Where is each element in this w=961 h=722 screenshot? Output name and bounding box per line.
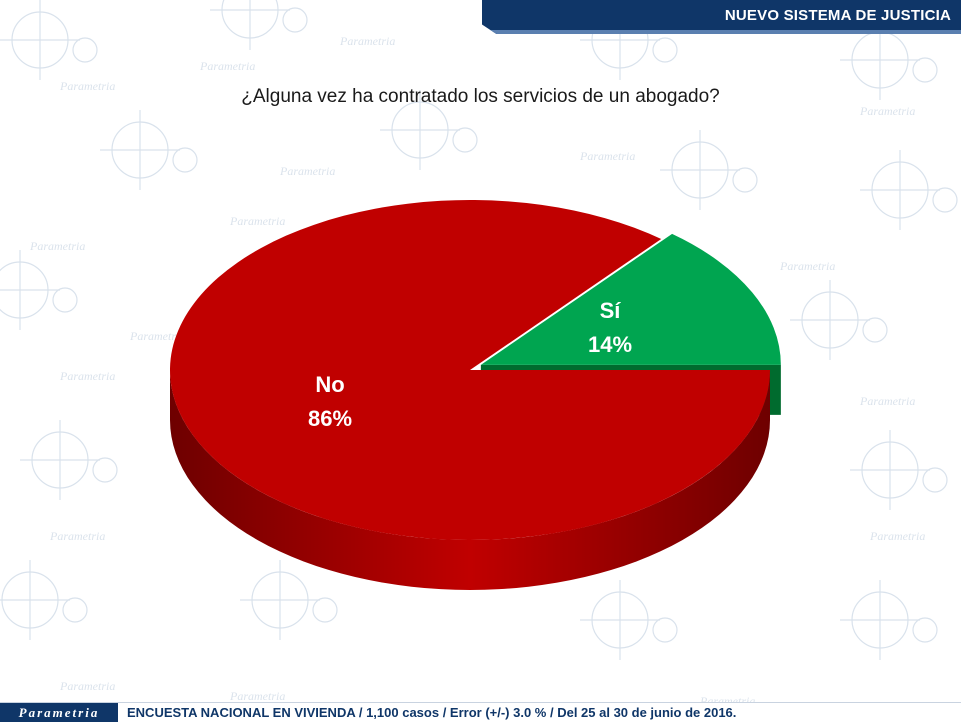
question-title: ¿Alguna vez ha contratado los servicios …	[241, 86, 720, 107]
slice-label: No	[315, 372, 344, 397]
svg-text:Parametria: Parametria	[59, 679, 115, 693]
slice-value-label: 14%	[588, 332, 632, 357]
slice-value-label: 86%	[308, 406, 352, 431]
svg-text:Parametria: Parametria	[579, 149, 635, 163]
svg-text:Parametria: Parametria	[199, 59, 255, 73]
svg-text:Parametria: Parametria	[49, 529, 105, 543]
svg-text:Parametria: Parametria	[59, 369, 115, 383]
slice-label: Sí	[600, 298, 622, 323]
parametria-logo: Parametria	[0, 703, 118, 722]
svg-text:Parametria: Parametria	[869, 529, 925, 543]
survey-note: ENCUESTA NACIONAL EN VIVIENDA / 1,100 ca…	[127, 705, 737, 720]
svg-text:Parametria: Parametria	[229, 214, 285, 228]
svg-text:Parametria: Parametria	[859, 394, 915, 408]
svg-text:Parametria: Parametria	[59, 79, 115, 93]
pie-slice-no	[170, 200, 770, 590]
svg-text:Parametria: Parametria	[279, 164, 335, 178]
svg-text:Parametria: Parametria	[779, 259, 835, 273]
svg-text:Parametria: Parametria	[859, 104, 915, 118]
svg-text:Parametria: Parametria	[129, 329, 185, 343]
svg-text:Parametria: Parametria	[229, 689, 285, 703]
section-title: NUEVO SISTEMA DE JUSTICIA	[724, 7, 951, 24]
svg-text:Parametria: Parametria	[339, 34, 395, 48]
header-bar: NUEVO SISTEMA DE JUSTICIA	[482, 0, 961, 34]
footer-bar: Parametria ENCUESTA NACIONAL EN VIVIENDA…	[0, 702, 961, 722]
svg-text:Parametria: Parametria	[29, 239, 85, 253]
